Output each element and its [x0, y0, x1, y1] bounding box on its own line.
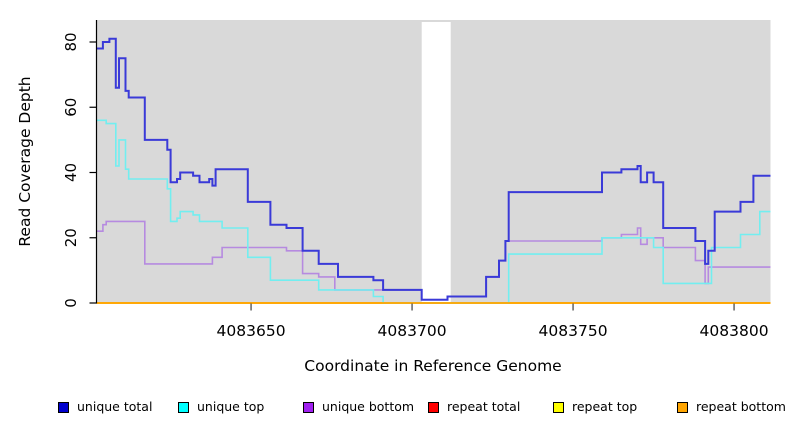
legend-swatch-icon — [58, 401, 69, 413]
legend-label: unique bottom — [322, 399, 415, 414]
x-axis-title: Coordinate in Reference Genome — [304, 357, 561, 375]
y-axis-title: Read Coverage Depth — [16, 76, 34, 246]
legend-swatch-icon — [303, 401, 314, 413]
axes: 0 20 40 60 80 4083650 4083700 4083750 4083800 — [62, 20, 769, 340]
chart: 0 20 40 60 80 4083650 4083700 4083750 4083800 Re… — [16, 20, 771, 375]
legend-item-unique-total: unique total — [58, 396, 152, 418]
y-tick-label: 0 — [62, 298, 80, 308]
legend-swatch-icon — [677, 401, 688, 413]
y-tick-label: 60 — [62, 98, 80, 117]
x-tick-label: 4083650 — [217, 322, 286, 340]
legend-label: repeat bottom — [696, 399, 786, 414]
no-data-gap — [421, 22, 451, 304]
legend-swatch-icon — [178, 401, 189, 413]
legend-label: unique total — [77, 399, 153, 414]
legend-swatch-icon — [428, 401, 439, 413]
x-tick-label: 4083700 — [378, 322, 447, 340]
legend-item-unique-bottom: unique bottom — [303, 396, 414, 418]
y-tick-label: 20 — [62, 228, 80, 247]
series-unique-top — [96, 119, 771, 304]
y-tick-label: 80 — [62, 32, 80, 51]
legend: unique total unique top unique bottom repea… — [0, 396, 792, 420]
x-tick-label: 4083750 — [539, 322, 608, 340]
legend-item-repeat-bottom: repeat bottom — [677, 396, 786, 418]
x-tick-label: 4083800 — [700, 322, 769, 340]
y-tick-label: 40 — [62, 163, 80, 182]
legend-swatch-icon — [553, 401, 564, 413]
legend-label: repeat top — [572, 399, 638, 414]
legend-item-unique-top: unique top — [178, 396, 264, 418]
legend-item-repeat-top: repeat top — [553, 396, 637, 418]
plot-area — [96, 20, 771, 304]
legend-label: repeat total — [447, 399, 521, 414]
legend-label: unique top — [197, 399, 265, 414]
legend-item-repeat-total: repeat total — [428, 396, 520, 418]
series-unique-total — [96, 37, 771, 301]
